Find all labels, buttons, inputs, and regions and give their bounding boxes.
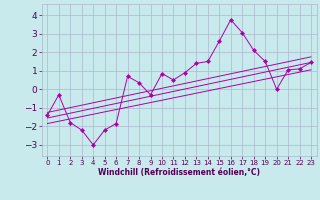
X-axis label: Windchill (Refroidissement éolien,°C): Windchill (Refroidissement éolien,°C) [98,168,260,177]
